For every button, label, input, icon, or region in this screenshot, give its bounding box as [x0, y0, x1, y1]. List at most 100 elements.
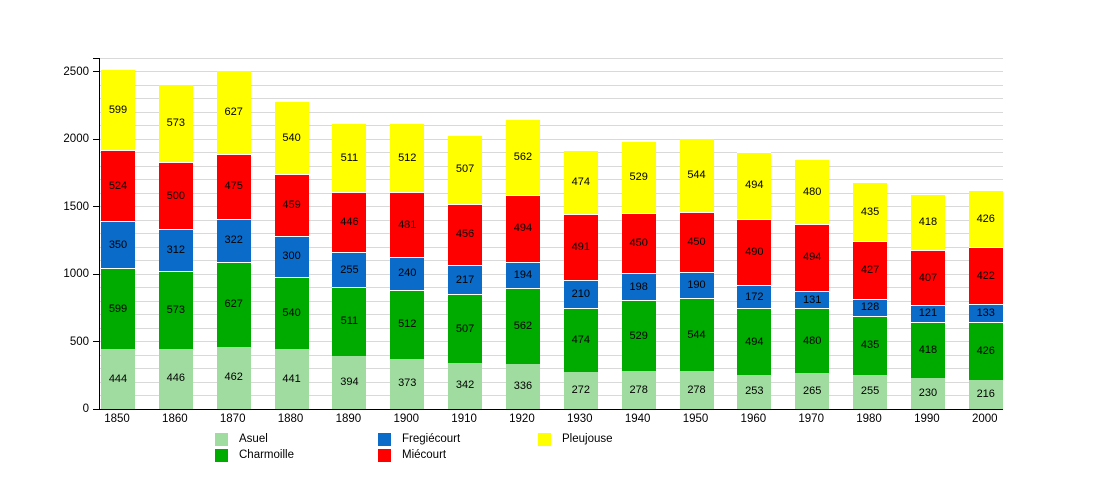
segment-value-label: 459 — [282, 199, 301, 212]
segment-value-label: 500 — [166, 189, 186, 202]
segment-pleujouse: 480 — [795, 159, 830, 225]
legend-swatch-charmoille — [215, 449, 228, 462]
gridline — [100, 192, 1003, 194]
segment-charmoille: 474 — [563, 308, 598, 373]
segment-value-label: 444 — [108, 372, 128, 385]
bar-1870: 462 627 322 475 627 — [216, 69, 251, 409]
segment-asuel: 278 — [621, 371, 656, 409]
segment-pleujouse: 529 — [621, 141, 656, 213]
segment-value-label: 494 — [745, 179, 764, 192]
segment-fregiecourt: 121 — [910, 305, 945, 322]
segment-charmoille: 426 — [968, 322, 1003, 380]
x-tick-label: 1960 — [740, 413, 767, 425]
x-tick-label: 1950 — [682, 413, 709, 425]
gridline — [100, 179, 1003, 180]
segment-value-label: 562 — [513, 150, 533, 163]
gridline — [100, 341, 1003, 342]
gridline — [100, 71, 1003, 72]
segment-fregiecourt: 190 — [679, 272, 714, 299]
segment-fregiecourt: 300 — [274, 236, 309, 277]
segment-value-label: 494 — [803, 251, 822, 264]
segment-charmoille: 573 — [158, 271, 193, 349]
gridline — [100, 354, 1003, 356]
y-tick — [93, 408, 99, 410]
segment-pleujouse: 418 — [910, 193, 945, 251]
segment-asuel: 373 — [390, 358, 425, 409]
segment-value-label: 373 — [398, 377, 417, 390]
gridline — [100, 260, 1003, 261]
segment-value-label: 253 — [745, 385, 764, 398]
segment-pleujouse: 507 — [448, 135, 483, 204]
segment-value-label: 240 — [398, 267, 417, 280]
segment-value-label: 255 — [340, 263, 359, 276]
segment-value-label: 230 — [918, 386, 938, 399]
segment-value-label: 418 — [918, 343, 938, 356]
x-tick-label: 1940 — [624, 413, 651, 425]
segment-miecourt: 422 — [968, 247, 1003, 305]
gridline — [100, 138, 1003, 140]
y-axis-end-tick — [93, 57, 99, 59]
segment-value-label: 422 — [976, 269, 995, 282]
bar-1950: 278 544 190 450 544 — [679, 138, 714, 409]
segment-asuel: 444 — [101, 349, 135, 409]
segment-value-label: 217 — [455, 273, 475, 286]
segment-charmoille: 480 — [795, 308, 830, 374]
segment-asuel: 216 — [968, 379, 1003, 409]
y-tick — [93, 273, 99, 275]
segment-value-label: 599 — [108, 103, 128, 116]
segment-miecourt: 450 — [621, 212, 656, 274]
segment-asuel: 272 — [563, 372, 598, 409]
segment-fregiecourt: 128 — [853, 298, 888, 316]
segment-charmoille: 507 — [448, 294, 483, 363]
segment-charmoille: 435 — [853, 315, 888, 375]
gridline — [100, 368, 1003, 369]
x-tick-label: 1980 — [856, 413, 882, 425]
legend-swatch-miecourt — [378, 449, 391, 462]
segment-value-label: 562 — [513, 319, 533, 332]
segment-charmoille: 540 — [274, 276, 309, 350]
x-tick-label: 1910 — [451, 413, 477, 425]
legend-label: Pleujouse — [562, 433, 613, 445]
segment-pleujouse: 511 — [332, 123, 367, 193]
segment-pleujouse: 426 — [968, 189, 1003, 248]
x-tick-label: 1970 — [798, 413, 824, 425]
gridline — [100, 84, 1003, 86]
gridline — [100, 125, 1003, 126]
segment-value-label: 194 — [513, 268, 533, 281]
segment-value-label: 494 — [513, 222, 533, 235]
segment-fregiecourt: 210 — [563, 279, 598, 309]
bar-1990: 230 418 121 407 418 — [910, 193, 945, 409]
segment-fregiecourt: 312 — [158, 229, 193, 272]
segment-value-label: 511 — [340, 151, 359, 164]
segment-value-label: 474 — [571, 334, 590, 347]
segment-value-label: 255 — [860, 385, 880, 398]
segment-value-label: 529 — [629, 170, 648, 183]
segment-asuel: 278 — [679, 371, 714, 409]
segment-value-label: 121 — [918, 307, 938, 320]
gridline — [100, 165, 1003, 167]
segment-value-label: 210 — [571, 288, 590, 301]
segment-miecourt: 446 — [332, 192, 367, 253]
segment-value-label: 512 — [398, 318, 417, 331]
segment-value-label: 435 — [860, 205, 880, 218]
segment-value-label: 446 — [340, 216, 359, 229]
y-tick-label: 2500 — [63, 65, 89, 78]
y-tick-label: 1000 — [63, 268, 89, 280]
segment-pleujouse: 573 — [158, 84, 193, 162]
segment-value-label: 350 — [108, 238, 128, 251]
segment-value-label: 529 — [629, 329, 648, 342]
segment-miecourt: 524 — [101, 150, 135, 221]
segment-miecourt: 490 — [737, 218, 772, 285]
segment-value-label: 480 — [803, 334, 822, 347]
segment-miecourt: 475 — [216, 154, 251, 219]
segment-charmoille: 627 — [216, 262, 251, 347]
legend-label: Fregiécourt — [402, 433, 461, 445]
segment-charmoille: 511 — [332, 286, 367, 356]
segment-miecourt: 481 — [390, 192, 425, 258]
segment-value-label: 278 — [629, 383, 648, 396]
segment-miecourt: 494 — [795, 224, 830, 291]
segment-miecourt: 500 — [158, 161, 193, 230]
segment-asuel: 253 — [737, 374, 772, 409]
segment-pleujouse: 512 — [390, 123, 425, 193]
segment-charmoille: 544 — [679, 298, 714, 372]
